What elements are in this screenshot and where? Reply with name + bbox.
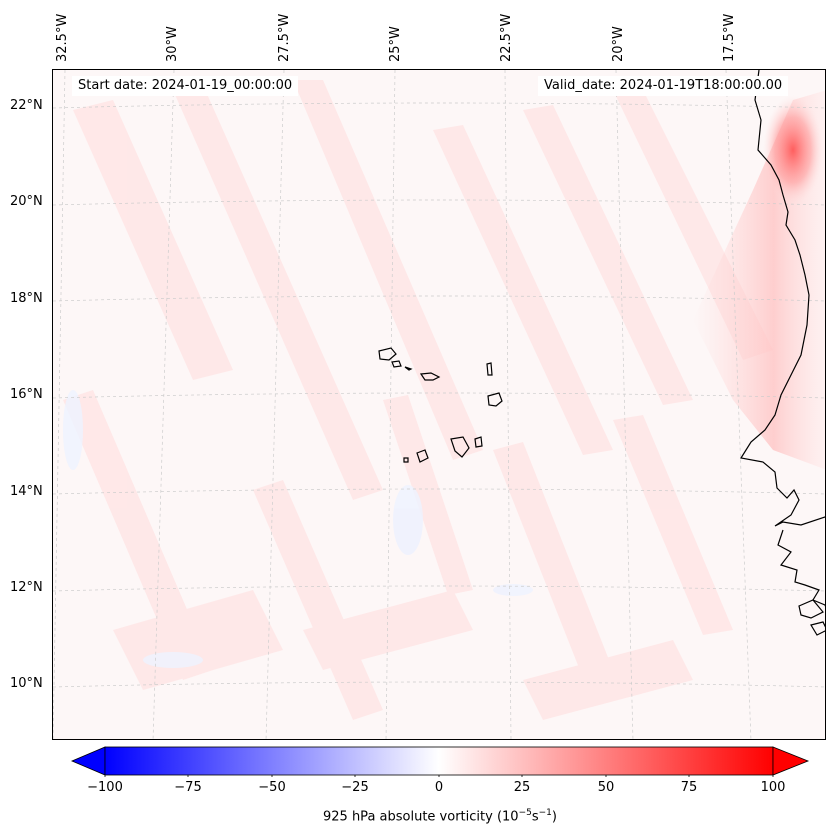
colorbar-tick: 50 — [597, 780, 615, 795]
vorticity-maximum — [763, 95, 823, 205]
colorbar-tick: −25 — [341, 780, 369, 795]
longitude-label: 32.5°W — [55, 13, 70, 62]
negative-vorticity-patches — [63, 390, 533, 668]
latitude-label: 18°N — [10, 291, 43, 306]
longitude-label: 22.5°W — [499, 13, 514, 62]
map-canvas — [53, 70, 825, 739]
colorbar-label: 925 hPa absolute vorticity (10−5s−1) — [323, 808, 557, 825]
graticule — [53, 70, 825, 739]
cape-verde-islands — [378, 347, 503, 463]
africa-coastline — [740, 70, 825, 527]
colorbar-tick: −50 — [258, 780, 286, 795]
latitude-label: 16°N — [10, 387, 43, 402]
colorbar-tick: 0 — [434, 780, 444, 795]
africa-coastline-islands — [798, 599, 825, 636]
colorbar-tick: −100 — [87, 780, 123, 795]
colorbar-tick: 100 — [760, 780, 786, 795]
latitude-label: 20°N — [10, 194, 43, 209]
africa-coastline-south — [777, 529, 825, 607]
colorbar-gradient — [70, 746, 810, 779]
latitude-label: 14°N — [10, 484, 43, 499]
longitude-label: 27.5°W — [277, 13, 292, 62]
colorbar-tick: −75 — [174, 780, 202, 795]
map-panel[interactable] — [52, 69, 826, 740]
longitude-label: 30°W — [165, 26, 180, 62]
longitude-label: 17.5°W — [722, 13, 737, 62]
colorbar-tick: 75 — [680, 780, 698, 795]
colorbar-tick: 25 — [513, 780, 531, 795]
latitude-label: 12°N — [10, 580, 43, 595]
start-date-label: Start date: 2024-01-19_00:00:00 — [72, 76, 299, 96]
latitude-label: 10°N — [10, 676, 43, 691]
valid-date-label: Valid_date: 2024-01-19T18:00:00.00 — [538, 76, 789, 96]
longitude-label: 20°W — [611, 26, 626, 62]
latitude-label: 22°N — [10, 98, 43, 113]
longitude-label: 25°W — [388, 26, 403, 62]
colorbar — [70, 745, 810, 781]
vorticity-field — [63, 80, 773, 720]
